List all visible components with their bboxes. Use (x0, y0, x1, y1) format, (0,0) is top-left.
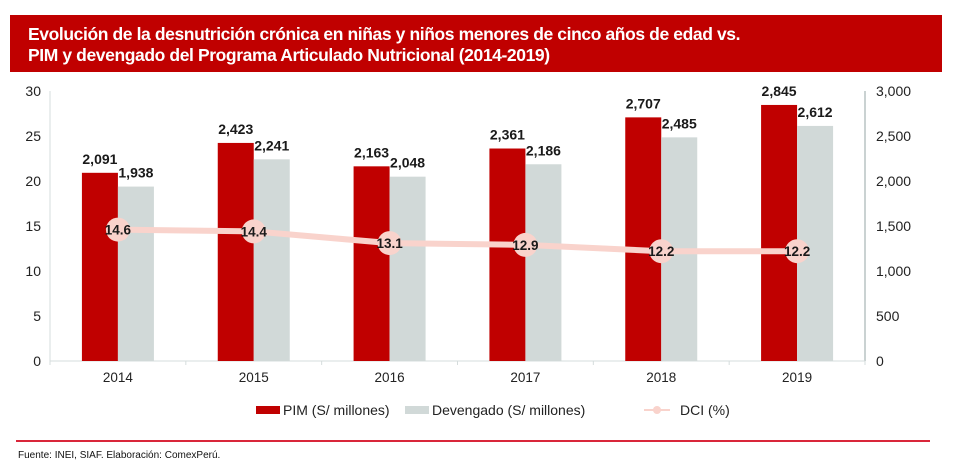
legend-label-dci: DCI (%) (680, 402, 730, 418)
legend-swatch-dci (644, 406, 670, 414)
data-label-pim: 2,091 (82, 151, 117, 167)
axes: 0 5 10 15 20 25 30 0 500 1,000 1,500 2,000 2,500 3,00… (25, 83, 911, 385)
source-note: Fuente: INEI, SIAF. Elaboración: ComexPe… (18, 450, 221, 461)
legend: PIM (S/ millones) Devengado (S/ millones… (0, 402, 953, 422)
bars (81, 104, 834, 362)
left-axis-tick-label: 5 (33, 308, 41, 324)
chart-title-banner: Evolución de la desnutrición crónica en … (10, 15, 942, 72)
data-label-devengado: 2,048 (390, 155, 425, 171)
bar-devengado (253, 159, 290, 361)
x-axis-tick-label: 2017 (510, 370, 540, 385)
right-axis-tick-label: 3,000 (876, 83, 911, 99)
dci-marker (649, 239, 674, 264)
data-label-pim: 2,361 (490, 127, 525, 143)
left-axis-tick-label: 30 (25, 83, 41, 99)
data-label-dci: 13.1 (376, 236, 403, 251)
footer-divider (16, 440, 930, 442)
right-axis-tick-label: 0 (876, 353, 884, 369)
x-axis-tick-label: 2018 (646, 370, 676, 385)
dci-marker (377, 231, 402, 256)
dci-marker (513, 232, 538, 257)
dci-marker (105, 217, 130, 242)
data-label-pim: 2,845 (762, 83, 797, 99)
right-axis-tick-label: 2,000 (876, 173, 911, 189)
left-axis-tick-label: 20 (25, 173, 41, 189)
x-axis-tick-label: 2019 (782, 370, 812, 385)
data-label-pim: 2,707 (626, 95, 661, 111)
left-axis-tick-label: 0 (33, 353, 41, 369)
chart-title-line-2: PIM y devengado del Programa Articulado … (28, 45, 550, 65)
right-axis-tick-label: 2,500 (876, 128, 911, 144)
data-label-dci: 12.9 (512, 238, 538, 253)
bar-pim (217, 142, 254, 361)
bar-pim (761, 104, 798, 361)
dci-line-path (117, 226, 798, 255)
data-label-devengado: 2,241 (254, 137, 289, 153)
left-axis-tick-label: 10 (25, 263, 41, 279)
bar-devengado (117, 186, 154, 361)
legend-swatch-devengado (405, 406, 429, 414)
data-label-pim: 2,163 (354, 144, 389, 160)
left-axis-tick-label: 15 (25, 218, 41, 234)
right-axis-tick-label: 1,500 (876, 218, 911, 234)
right-axis-tick-label: 500 (876, 308, 900, 324)
data-label-dci: 12.2 (648, 244, 674, 259)
data-label-devengado: 1,938 (118, 165, 153, 181)
x-axis-tick-label: 2015 (239, 370, 269, 385)
bar-pim (625, 117, 662, 362)
dci-marker (785, 239, 810, 264)
legend-item-dci: DCI (%) (644, 402, 730, 418)
right-axis-tick-label: 1,000 (876, 263, 911, 279)
data-label-devengado: 2,485 (662, 115, 697, 131)
legend-label-devengado: Devengado (S/ millones) (432, 402, 586, 418)
bar-devengado (525, 164, 562, 361)
x-axis-tick-label: 2014 (103, 370, 134, 385)
bar-pim (353, 166, 390, 361)
legend-swatch-pim (256, 406, 280, 414)
legend-label-pim: PIM (S/ millones) (283, 402, 390, 418)
bar-pim (81, 172, 118, 361)
data-label-dci: 12.2 (784, 244, 810, 259)
combo-chart: 0 5 10 15 20 25 30 0 500 1,000 1,500 2,000 2,500 3,00… (25, 83, 911, 385)
bar-devengado (389, 176, 426, 361)
dci-line (105, 217, 810, 264)
data-label-pim: 2,423 (218, 121, 253, 137)
dci-marker (241, 219, 266, 244)
data-label-dci: 14.4 (241, 224, 268, 239)
legend-item-devengado: Devengado (S/ millones) (405, 402, 585, 418)
data-label-dci: 14.6 (105, 223, 132, 238)
legend-item-pim: PIM (S/ millones) (256, 402, 390, 418)
x-axis-tick-label: 2016 (375, 370, 405, 385)
left-axis-tick-label: 25 (25, 128, 41, 144)
chart-title-line-1: Evolución de la desnutrición crónica en … (28, 24, 741, 44)
data-label-devengado: 2,612 (798, 104, 833, 120)
data-label-devengado: 2,186 (526, 142, 561, 158)
